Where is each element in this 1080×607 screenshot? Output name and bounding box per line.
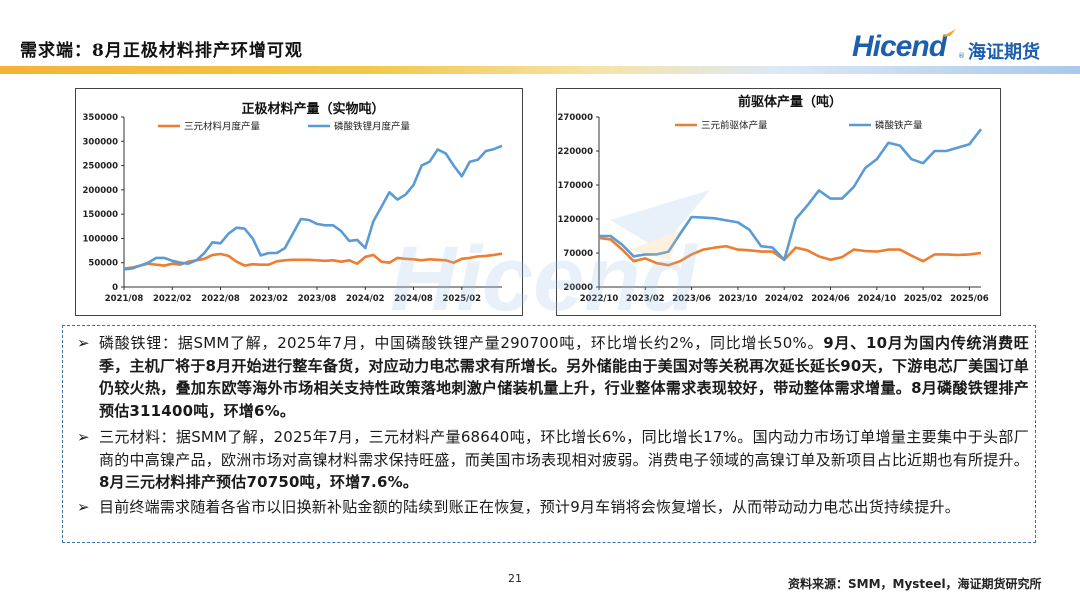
logo-swoosh-icon bbox=[941, 29, 956, 37]
logo-registered-mark: ® bbox=[958, 52, 965, 60]
y-tick-label: 120000 bbox=[558, 215, 594, 225]
y-tick-label: 250000 bbox=[83, 162, 119, 172]
ternary-paragraph-outlook: 8月三元材料排产预估70750吨，环增7.6%。 bbox=[99, 473, 419, 491]
cathode-production-plot: 正极材料产量（实物吨） 0 50000 100000 150000 200000 25000… bbox=[83, 101, 503, 304]
series-line-1 bbox=[123, 252, 503, 270]
series-line-2 bbox=[123, 144, 503, 271]
bullet-icon: ➢ bbox=[77, 498, 90, 516]
cathode-production-chart: 正极材料产量（实物吨） 0 50000 100000 150000 200000 25000… bbox=[75, 88, 523, 316]
precursor-production-chart: 前驱体产量（吨） 20000 70000 120000 170000 220000 2700… bbox=[556, 88, 1001, 316]
y-tick-label: 70000 bbox=[563, 249, 593, 259]
ternary-paragraph: 三元材料：据SMM了解，2025年7月，三元材料产量68640吨，环比增长6%，… bbox=[99, 426, 1029, 494]
x-tick-label: 2025/06 bbox=[950, 294, 989, 304]
x-tick-label: 2024/10 bbox=[858, 294, 897, 304]
chart-title: 前驱体产量（吨） bbox=[738, 94, 842, 110]
legend-label-1: 三元材料月度产量 bbox=[184, 121, 261, 133]
x-tick-label: 2023/08 bbox=[298, 294, 337, 304]
series-line-1 bbox=[598, 236, 982, 267]
x-tick-label: 2023/02 bbox=[249, 294, 288, 304]
logo-text-en: Hicend bbox=[852, 30, 947, 63]
x-tick-label: 2024/06 bbox=[811, 294, 850, 304]
hicend-logo: Hicend ® 海证期货 bbox=[852, 28, 1062, 68]
y-tick-label: 150000 bbox=[83, 210, 119, 220]
x-tick-label: 2023/10 bbox=[719, 294, 758, 304]
x-tick-label: 2023/06 bbox=[672, 294, 711, 304]
y-tick-label: 50000 bbox=[88, 259, 118, 269]
y-tick-label: 350000 bbox=[83, 113, 119, 123]
y-tick-label: 170000 bbox=[558, 181, 594, 191]
series-line-2 bbox=[599, 128, 983, 262]
chart-title: 正极材料产量（实物吨） bbox=[241, 101, 384, 117]
x-tick-label: 2024/08 bbox=[394, 294, 433, 304]
ternary-paragraph-data: 三元材料：据SMM了解，2025年7月，三元材料产量68640吨，环比增长6%，… bbox=[99, 428, 1029, 469]
y-tick-label: 200000 bbox=[83, 186, 119, 196]
demand-outlook-paragraph: 目前终端需求随着各省市以旧换新补贴金额的陆续到账正在恢复，预计9月车销将会恢复增… bbox=[99, 498, 960, 516]
x-tick-label: 2025/02 bbox=[904, 294, 943, 304]
x-tick-label: 2022/08 bbox=[201, 294, 240, 304]
legend-label-2: 磷酸铁产量 bbox=[875, 120, 923, 132]
precursor-production-plot: 前驱体产量（吨） 20000 70000 120000 170000 220000 2700… bbox=[558, 94, 989, 304]
y-tick-label: 100000 bbox=[83, 234, 119, 244]
bullet-icon: ➢ bbox=[77, 334, 90, 352]
y-tick-label: 300000 bbox=[83, 137, 119, 147]
x-tick-label: 2025/02 bbox=[442, 294, 481, 304]
y-tick-label: 0 bbox=[112, 283, 118, 293]
y-tick-label: 220000 bbox=[558, 147, 594, 157]
bullet-icon: ➢ bbox=[77, 428, 90, 446]
lfp-paragraph: 磷酸铁锂：据SMM了解，2025年7月，中国磷酸铁锂产量290700吨，环比增长… bbox=[99, 332, 1029, 422]
x-tick-label: 2022/02 bbox=[153, 294, 192, 304]
header-gradient-bar bbox=[0, 66, 1080, 74]
page-title: 需求端：8月正极材料排产环增可观 bbox=[20, 41, 303, 61]
x-tick-label: 2024/02 bbox=[346, 294, 385, 304]
x-tick-label: 2024/02 bbox=[765, 294, 804, 304]
page-number: 21 bbox=[508, 572, 522, 585]
legend-label-1: 三元前驱体产量 bbox=[701, 120, 768, 132]
legend-label-2: 磷酸铁锂月度产量 bbox=[334, 121, 411, 133]
y-tick-label: 270000 bbox=[558, 113, 594, 123]
data-source: 资料来源：SMM，Mysteel，海证期货研究所 bbox=[788, 577, 1042, 591]
analysis-text-box: ➢ 磷酸铁锂：据SMM了解，2025年7月，中国磷酸铁锂产量290700吨，环比… bbox=[62, 325, 1036, 543]
lfp-paragraph-data: 磷酸铁锂：据SMM了解，2025年7月，中国磷酸铁锂产量290700吨，环比增长… bbox=[99, 334, 824, 352]
x-tick-label: 2021/08 bbox=[105, 294, 144, 304]
x-tick-label: 2022/10 bbox=[580, 294, 619, 304]
x-tick-label: 2023/02 bbox=[626, 294, 665, 304]
lfp-paragraph-outlook: 9月、10月为国内传统消费旺季，主机厂将于8月开始进行整车备货，对应动力电芯需求… bbox=[99, 334, 1029, 420]
y-tick-label: 20000 bbox=[563, 283, 593, 293]
logo-text-cn: 海证期货 bbox=[968, 42, 1040, 63]
